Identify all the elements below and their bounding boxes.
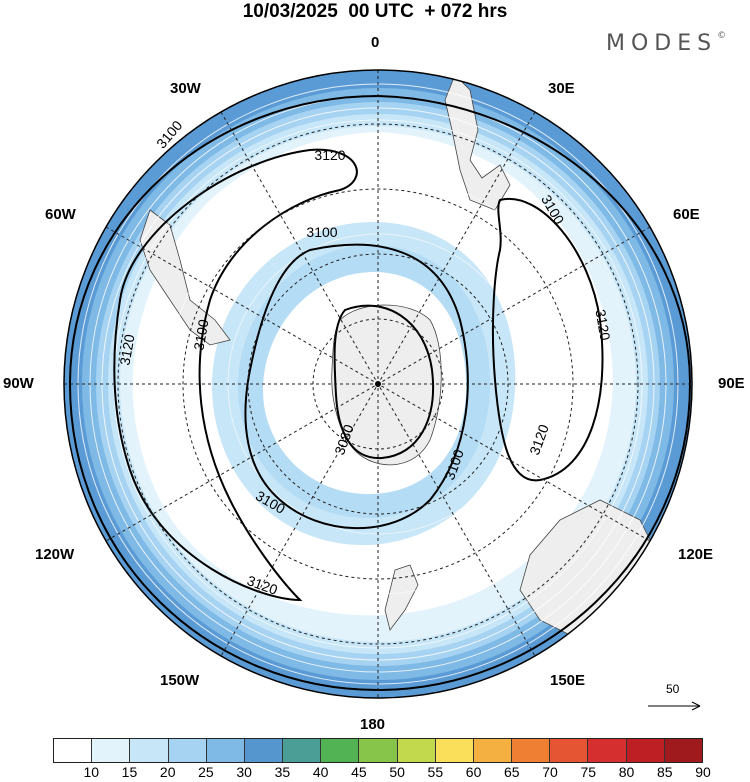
colorbar-cell [550,739,589,762]
colorbar-tick-label: 10 [83,764,100,780]
antarctica-land [331,304,442,466]
colorbar-tick-label: 40 [312,764,329,780]
lon-label-120e: 120E [678,546,714,563]
arrow-right-icon [648,701,701,711]
colorbar-cell [321,739,360,762]
lon-label-150w: 150W [160,672,200,689]
lon-label-0: 0 [371,34,380,51]
colorbar-tick-label: 20 [159,764,176,780]
colorbar-tick-label: 35 [274,764,291,780]
colorbar-tick-label: 25 [198,764,214,780]
colorbar-ticks: 10 15 20 25 30 35 40 45 50 55 60 65 70 75 80 85 90 [53,764,710,782]
colorbar-tick-label: 80 [618,764,635,780]
colorbar-cell [626,739,665,762]
contour-label: 3120 [116,333,137,367]
colorbar-cell [130,739,169,762]
colorbar-cell [588,739,627,762]
new-zealand-land [384,564,419,631]
colorbar-tick-label: 45 [351,764,367,780]
lon-label-150e: 150E [550,672,586,689]
lon-label-60e: 60E [673,206,700,223]
contour-label: 3120 [314,147,345,163]
colorbar-tick-label: 60 [465,764,482,780]
colorbar-tick-label: 30 [236,764,252,780]
colorbar-cell [473,739,513,762]
colorbar-tick-label: 70 [542,764,558,780]
colorbar-cell [92,739,131,762]
colorbar-tick-label: 90 [695,764,711,780]
colorbar-tick-label: 75 [580,764,597,780]
contour-3080 [333,304,434,460]
reference-vector-label: 50 [666,682,680,696]
colorbar-cell [244,739,284,762]
south-pole-marker [375,381,381,387]
lon-label-30e: 30E [548,80,575,97]
contour-3120-west [113,148,358,602]
colorbar-cell [664,739,702,762]
colorbar [53,738,703,763]
colorbar-cell [168,739,207,762]
lon-label-90e: 90E [718,375,745,392]
lon-label-180: 180 [360,716,386,733]
south-america-land [139,209,231,346]
map-boundary [63,69,693,699]
colorbar-tick-label: 85 [656,764,673,780]
colorbar-cell [54,739,93,762]
contour-label: 3100 [190,318,211,352]
brand-name: MODES [606,31,718,56]
brand-copyright: © [717,31,727,41]
brand-logo: MODES© [606,31,726,56]
lon-label-90w: 90W [3,375,34,392]
lon-label-120w: 120W [35,546,75,563]
chart-title: 10/03/2025 00 UTC + 072 hrs [242,1,508,22]
colorbar-cell [206,739,245,762]
contour-label: 3100 [306,224,337,240]
colorbar-tick-label: 55 [427,764,444,780]
colorbar-cell [512,739,551,762]
colorbar-cell [359,739,398,762]
colorbar-cell [283,739,322,762]
colorbar-cell [435,739,474,762]
contour-label: 3120 [592,308,613,342]
lon-label-30w: 30W [170,80,201,97]
colorbar-tick-label: 50 [389,764,405,780]
lon-label-60w: 60W [45,206,76,223]
contour-3120-east [491,197,604,482]
colorbar-tick-label: 65 [504,764,520,780]
colorbar-cell [397,739,436,762]
colorbar-tick-label: 15 [121,764,138,780]
